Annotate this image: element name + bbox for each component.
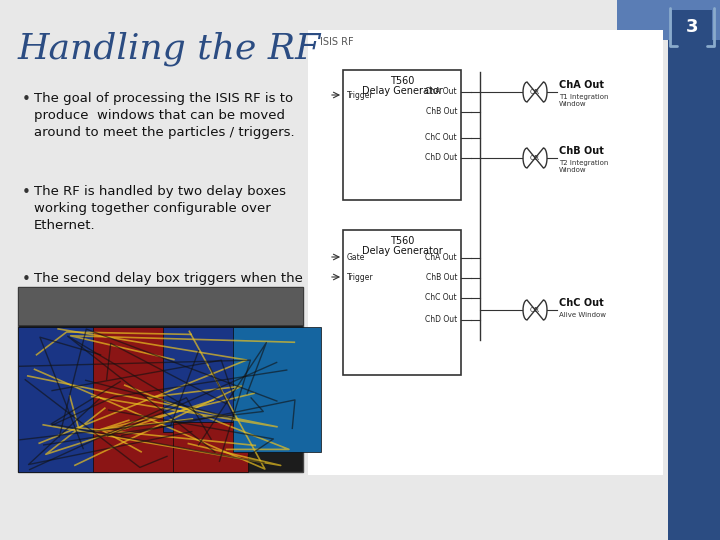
Text: The second delay box triggers when the
first is ‘busy’.: The second delay box triggers when the f… [34,272,303,302]
Text: Delay Generator: Delay Generator [361,246,442,256]
Text: The RF is handled by two delay boxes
working together configurable over
Ethernet: The RF is handled by two delay boxes wor… [34,185,286,232]
Text: OR: OR [530,89,540,95]
Text: Alive Window: Alive Window [559,312,606,318]
Text: OR: OR [530,155,540,161]
Text: Handling the RF: Handling the RF [18,32,321,66]
Bar [18,327,108,472]
Bar [93,327,178,472]
Text: Trigger: Trigger [347,91,374,99]
Text: T560: T560 [390,236,414,246]
Text: ChC Out: ChC Out [426,294,457,302]
Bar [163,327,243,432]
Text: ChC Out: ChC Out [559,298,604,308]
Text: Trigger: Trigger [347,273,374,281]
Polygon shape [523,82,547,102]
Bar [173,422,248,472]
Bar [18,287,303,325]
Bar [308,30,663,475]
Text: The goal of processing the ISIS RF is to
produce  windows that can be moved
arou: The goal of processing the ISIS RF is to… [34,92,294,139]
Bar [617,0,720,40]
Text: T560: T560 [390,76,414,86]
Text: •: • [22,272,31,287]
Text: ChD Out: ChD Out [425,153,457,163]
Text: Delay Generator: Delay Generator [361,86,442,96]
Text: T2 Integration
Window: T2 Integration Window [559,160,608,173]
Text: ChB Out: ChB Out [426,273,457,282]
Text: T1 Integration
Window: T1 Integration Window [559,94,608,107]
Text: ISIS RF: ISIS RF [320,37,354,47]
Text: ChA Out: ChA Out [426,253,457,262]
Text: ChB Out: ChB Out [426,107,457,117]
Text: ChC Out: ChC Out [426,133,457,143]
Bar [18,287,303,472]
Bar [672,10,712,44]
Bar [668,0,720,540]
Bar [343,70,461,200]
Text: ChD Out: ChD Out [425,315,457,325]
Text: Gate: Gate [347,253,365,261]
Text: 3: 3 [685,18,698,36]
Bar [233,327,321,452]
Text: •: • [22,185,31,200]
Text: ChA Out: ChA Out [559,80,604,90]
Text: OR: OR [530,307,540,313]
Text: •: • [22,92,31,107]
Text: ChB Out: ChB Out [559,146,604,156]
Polygon shape [523,300,547,320]
Bar [343,230,461,375]
Text: ChA Out: ChA Out [426,87,457,97]
Polygon shape [523,148,547,168]
